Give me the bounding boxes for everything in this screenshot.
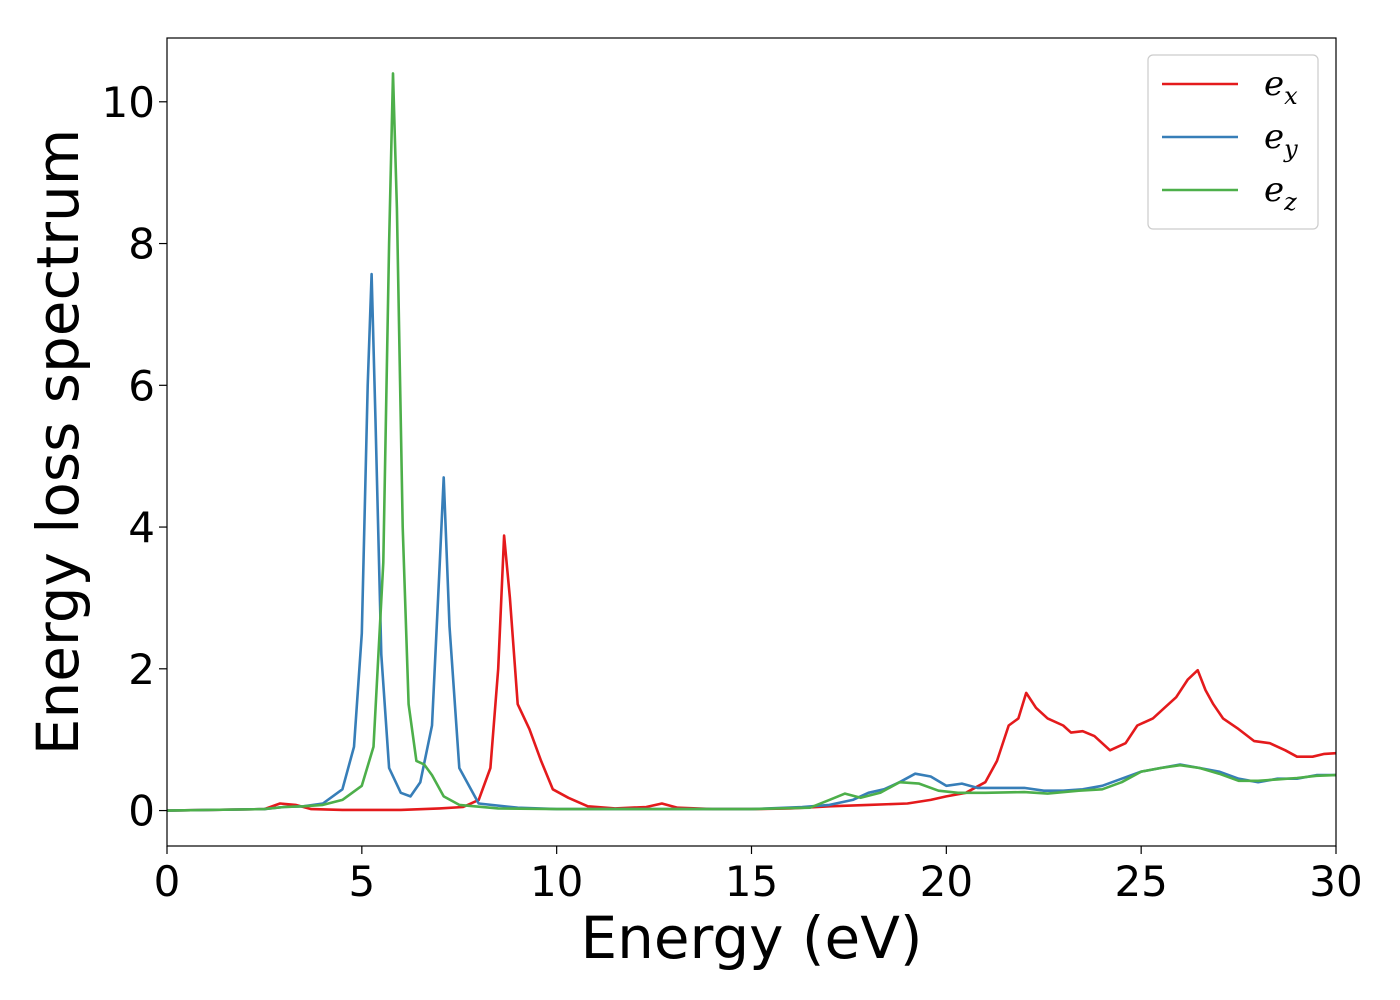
series-line-z	[166, 72, 1337, 812]
legend-label-base: e	[1264, 117, 1284, 157]
x-tick-label: 20	[920, 857, 973, 906]
y-axis-ticks: 0 2 4 6 8 10	[102, 78, 167, 836]
y-tick-label: 0	[128, 787, 155, 836]
x-axis-label: Energy (eV)	[580, 904, 922, 972]
y-tick-label: 4	[128, 503, 155, 552]
series-line-x	[166, 534, 1337, 812]
series-group	[166, 72, 1337, 812]
x-tick-label: 5	[348, 857, 375, 906]
x-tick-label: 15	[725, 857, 778, 906]
y-tick-label: 6	[128, 361, 155, 410]
y-tick-label: 2	[128, 645, 155, 694]
x-axis-ticks: 0 5 10 15 20 25 30	[154, 846, 1363, 906]
y-tick-label: 8	[128, 220, 155, 269]
legend-label-x: ex	[1264, 64, 1298, 110]
series-line-y	[166, 272, 1336, 812]
legend-label-subscript: z	[1283, 188, 1297, 216]
y-tick-label: 10	[102, 78, 155, 127]
legend-label-base: e	[1264, 64, 1284, 104]
x-tick-label: 30	[1309, 857, 1362, 906]
y-axis-label: Energy loss spectrum	[24, 129, 92, 755]
x-tick-label: 25	[1114, 857, 1167, 906]
legend-label-subscript: y	[1283, 135, 1298, 163]
legend-label-subscript: x	[1284, 82, 1298, 110]
legend-label-y: ey	[1264, 117, 1298, 163]
legend-label-z: ez	[1264, 170, 1297, 216]
legend-box	[1147, 54, 1319, 230]
x-tick-label: 10	[530, 857, 583, 906]
legend-label-base: e	[1264, 170, 1284, 210]
x-tick-label: 0	[154, 857, 181, 906]
